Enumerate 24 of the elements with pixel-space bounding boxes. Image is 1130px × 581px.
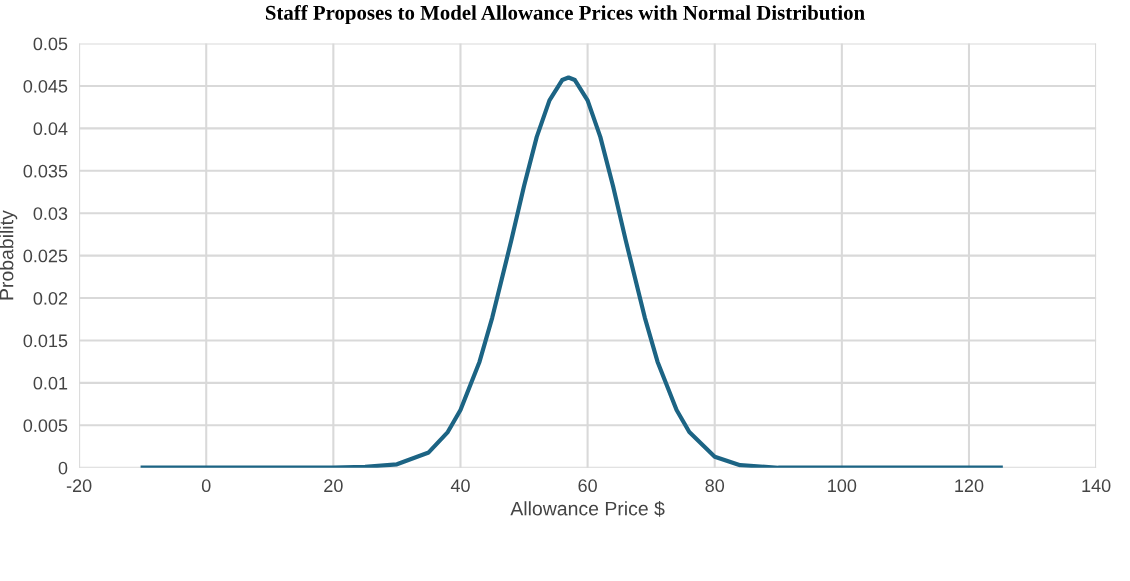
x-tick-label: -20 (66, 479, 92, 493)
y-tick-label: 0 (58, 461, 68, 475)
y-tick-label: 0.04 (33, 122, 68, 136)
line-series (140, 75, 1003, 468)
y-tick-label: 0.025 (23, 249, 68, 263)
y-tick-label: 0.05 (33, 37, 68, 51)
x-tick-label: 120 (955, 479, 984, 493)
y-tick-label: 0.01 (33, 376, 68, 390)
y-tick-label: 0.005 (23, 419, 68, 433)
x-axis-title: Allowance Price $ (510, 500, 665, 517)
y-tick-label: 0.03 (33, 207, 68, 220)
y-tick-label: 0.035 (23, 164, 68, 178)
x-tick-label: 80 (705, 479, 725, 493)
x-tick-label: 40 (450, 479, 470, 493)
x-tick-label: 140 (1082, 479, 1111, 493)
y-tick-label: 0.02 (33, 291, 68, 305)
chart-title: Staff Proposes to Model Allowance Prices with Normal Distribution (265, 4, 865, 25)
x-tick-label: 20 (324, 479, 343, 493)
x-tick-label: 0 (201, 479, 211, 493)
x-tick-label: 100 (828, 479, 857, 493)
y-tick-label: 0.015 (23, 334, 68, 348)
x-tick-label: 60 (578, 479, 597, 493)
y-tick-label: 0.045 (23, 79, 68, 93)
y-axis-title: Probability (0, 210, 18, 300)
